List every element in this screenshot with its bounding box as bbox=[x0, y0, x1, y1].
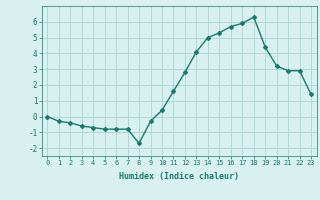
X-axis label: Humidex (Indice chaleur): Humidex (Indice chaleur) bbox=[119, 172, 239, 181]
